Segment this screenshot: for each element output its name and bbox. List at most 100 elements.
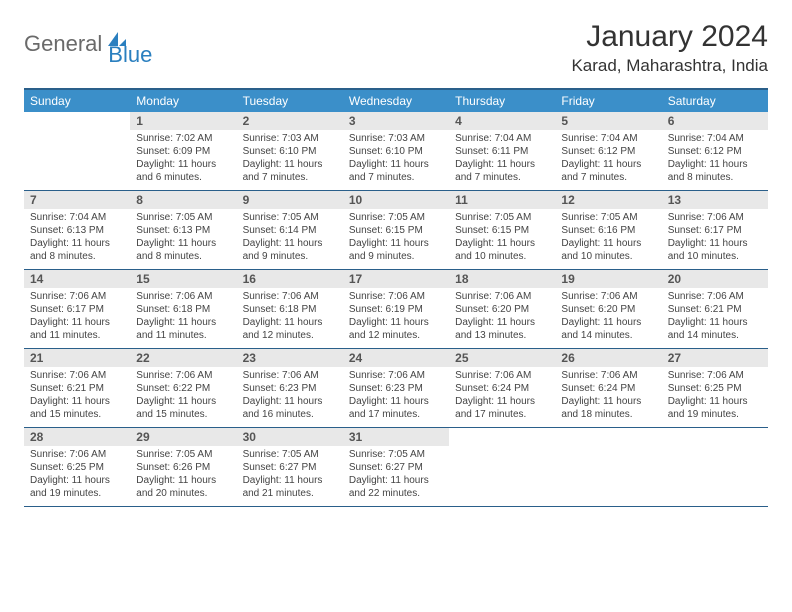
sunset-text: Sunset: 6:24 PM [561,382,655,395]
sunset-text: Sunset: 6:25 PM [668,382,762,395]
sunset-text: Sunset: 6:25 PM [30,461,124,474]
day-number: 31 [343,428,449,446]
day-header: Tuesday [237,90,343,112]
day-cell: 9Sunrise: 7:05 AMSunset: 6:14 PMDaylight… [237,191,343,269]
sunrise-text: Sunrise: 7:06 AM [561,369,655,382]
week-row: 21Sunrise: 7:06 AMSunset: 6:21 PMDayligh… [24,349,768,428]
sunrise-text: Sunrise: 7:04 AM [455,132,549,145]
day-number: 22 [130,349,236,367]
month-title: January 2024 [571,20,768,54]
day-number: 6 [662,112,768,130]
day-cell [555,428,661,506]
daylight-text: Daylight: 11 hours and 8 minutes. [668,158,762,184]
day-cell: 20Sunrise: 7:06 AMSunset: 6:21 PMDayligh… [662,270,768,348]
sunrise-text: Sunrise: 7:04 AM [561,132,655,145]
calendar: Sunday Monday Tuesday Wednesday Thursday… [24,88,768,507]
day-body: Sunrise: 7:06 AMSunset: 6:23 PMDaylight:… [343,367,449,425]
day-body: Sunrise: 7:06 AMSunset: 6:17 PMDaylight:… [662,209,768,267]
sunrise-text: Sunrise: 7:04 AM [30,211,124,224]
sunrise-text: Sunrise: 7:06 AM [30,369,124,382]
sunset-text: Sunset: 6:20 PM [455,303,549,316]
day-cell: 21Sunrise: 7:06 AMSunset: 6:21 PMDayligh… [24,349,130,427]
day-cell: 26Sunrise: 7:06 AMSunset: 6:24 PMDayligh… [555,349,661,427]
daylight-text: Daylight: 11 hours and 11 minutes. [136,316,230,342]
day-number: 12 [555,191,661,209]
day-cell: 24Sunrise: 7:06 AMSunset: 6:23 PMDayligh… [343,349,449,427]
daylight-text: Daylight: 11 hours and 6 minutes. [136,158,230,184]
week-row: 28Sunrise: 7:06 AMSunset: 6:25 PMDayligh… [24,428,768,507]
sunset-text: Sunset: 6:22 PM [136,382,230,395]
daylight-text: Daylight: 11 hours and 18 minutes. [561,395,655,421]
day-body: Sunrise: 7:06 AMSunset: 6:21 PMDaylight:… [662,288,768,346]
day-cell: 2Sunrise: 7:03 AMSunset: 6:10 PMDaylight… [237,112,343,190]
day-cell: 28Sunrise: 7:06 AMSunset: 6:25 PMDayligh… [24,428,130,506]
daylight-text: Daylight: 11 hours and 8 minutes. [136,237,230,263]
day-body: Sunrise: 7:06 AMSunset: 6:18 PMDaylight:… [237,288,343,346]
day-body: Sunrise: 7:05 AMSunset: 6:27 PMDaylight:… [343,446,449,504]
day-body: Sunrise: 7:05 AMSunset: 6:14 PMDaylight:… [237,209,343,267]
day-cell: 23Sunrise: 7:06 AMSunset: 6:23 PMDayligh… [237,349,343,427]
day-body: Sunrise: 7:05 AMSunset: 6:15 PMDaylight:… [343,209,449,267]
sunset-text: Sunset: 6:23 PM [349,382,443,395]
sunset-text: Sunset: 6:24 PM [455,382,549,395]
day-number: 30 [237,428,343,446]
day-cell: 4Sunrise: 7:04 AMSunset: 6:11 PMDaylight… [449,112,555,190]
sunset-text: Sunset: 6:15 PM [349,224,443,237]
sunrise-text: Sunrise: 7:05 AM [243,211,337,224]
day-body: Sunrise: 7:06 AMSunset: 6:21 PMDaylight:… [24,367,130,425]
sunrise-text: Sunrise: 7:06 AM [668,369,762,382]
day-body: Sunrise: 7:04 AMSunset: 6:11 PMDaylight:… [449,130,555,188]
day-number: 15 [130,270,236,288]
sunrise-text: Sunrise: 7:06 AM [243,369,337,382]
daylight-text: Daylight: 11 hours and 16 minutes. [243,395,337,421]
day-body: Sunrise: 7:06 AMSunset: 6:24 PMDaylight:… [449,367,555,425]
sunset-text: Sunset: 6:10 PM [243,145,337,158]
sunset-text: Sunset: 6:10 PM [349,145,443,158]
day-header: Friday [555,90,661,112]
day-body: Sunrise: 7:06 AMSunset: 6:17 PMDaylight:… [24,288,130,346]
daylight-text: Daylight: 11 hours and 15 minutes. [30,395,124,421]
daylight-text: Daylight: 11 hours and 7 minutes. [243,158,337,184]
daylight-text: Daylight: 11 hours and 7 minutes. [455,158,549,184]
day-number: 27 [662,349,768,367]
sunrise-text: Sunrise: 7:06 AM [30,448,124,461]
sunset-text: Sunset: 6:27 PM [243,461,337,474]
week-row: 14Sunrise: 7:06 AMSunset: 6:17 PMDayligh… [24,270,768,349]
day-body: Sunrise: 7:05 AMSunset: 6:13 PMDaylight:… [130,209,236,267]
day-body: Sunrise: 7:04 AMSunset: 6:13 PMDaylight:… [24,209,130,267]
day-body: Sunrise: 7:02 AMSunset: 6:09 PMDaylight:… [130,130,236,188]
day-cell [662,428,768,506]
sunset-text: Sunset: 6:12 PM [561,145,655,158]
day-number: 4 [449,112,555,130]
sunrise-text: Sunrise: 7:06 AM [349,290,443,303]
day-number: 14 [24,270,130,288]
sunset-text: Sunset: 6:23 PM [243,382,337,395]
daylight-text: Daylight: 11 hours and 8 minutes. [30,237,124,263]
day-body: Sunrise: 7:05 AMSunset: 6:27 PMDaylight:… [237,446,343,504]
daylight-text: Daylight: 11 hours and 13 minutes. [455,316,549,342]
day-body: Sunrise: 7:04 AMSunset: 6:12 PMDaylight:… [555,130,661,188]
sunrise-text: Sunrise: 7:06 AM [668,290,762,303]
sunset-text: Sunset: 6:13 PM [30,224,124,237]
day-number: 28 [24,428,130,446]
sunrise-text: Sunrise: 7:05 AM [136,448,230,461]
day-cell: 8Sunrise: 7:05 AMSunset: 6:13 PMDaylight… [130,191,236,269]
header: General Blue January 2024 Karad, Maharas… [24,20,768,76]
logo-text-blue: Blue [108,42,152,68]
day-cell: 1Sunrise: 7:02 AMSunset: 6:09 PMDaylight… [130,112,236,190]
logo: General Blue [24,20,152,68]
sunrise-text: Sunrise: 7:06 AM [136,290,230,303]
sunrise-text: Sunrise: 7:05 AM [455,211,549,224]
day-number: 7 [24,191,130,209]
daylight-text: Daylight: 11 hours and 17 minutes. [455,395,549,421]
sunrise-text: Sunrise: 7:06 AM [136,369,230,382]
day-number: 11 [449,191,555,209]
sunrise-text: Sunrise: 7:05 AM [243,448,337,461]
day-cell [449,428,555,506]
sunrise-text: Sunrise: 7:04 AM [668,132,762,145]
sunrise-text: Sunrise: 7:06 AM [561,290,655,303]
sunset-text: Sunset: 6:16 PM [561,224,655,237]
day-header: Saturday [662,90,768,112]
daylight-text: Daylight: 11 hours and 9 minutes. [243,237,337,263]
day-number: 8 [130,191,236,209]
